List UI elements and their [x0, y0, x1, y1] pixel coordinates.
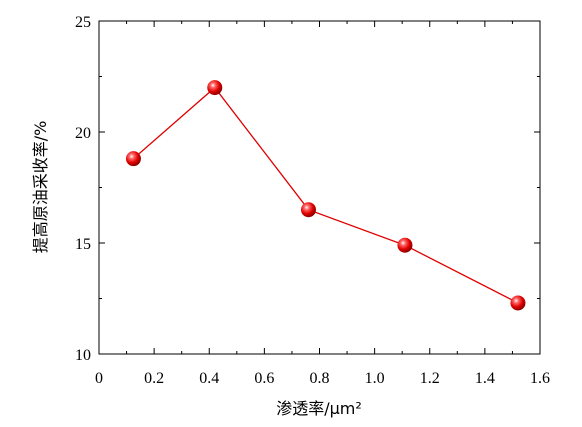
x-tick-label: 1.4 [475, 370, 495, 387]
x-tick-label: 1.6 [530, 370, 550, 387]
data-point [300, 202, 316, 218]
x-axis-ticks [98, 21, 541, 354]
y-tick-label: 20 [75, 125, 91, 142]
y-tick-label: 10 [75, 347, 91, 364]
y-tick-label: 25 [75, 14, 91, 31]
data-point [397, 237, 413, 253]
x-tick-label: 0.6 [254, 370, 274, 387]
y-axis-ticks [99, 20, 540, 355]
series-points [125, 80, 526, 311]
series-line [133, 86, 519, 304]
y-axis-tick-labels: 10 15 20 25 [75, 14, 91, 364]
x-tick-label: 0.2 [144, 370, 164, 387]
x-axis-tick-labels: 0 0.2 0.4 0.6 0.8 1.0 1.2 1.4 1.6 [95, 370, 550, 387]
series-polyline [133, 86, 519, 304]
x-tick-label: 1.0 [365, 370, 385, 387]
data-point [510, 295, 526, 311]
x-tick-label: 1.2 [420, 370, 440, 387]
x-tick-label: 0.4 [199, 370, 219, 387]
x-tick-label: 0 [95, 370, 103, 387]
data-point [207, 80, 223, 96]
x-tick-label: 0.8 [310, 370, 330, 387]
y-tick-label: 15 [75, 236, 91, 253]
data-point [125, 151, 141, 167]
y-axis-title: 提高原油采收率/% [31, 121, 50, 254]
plot-frame [98, 20, 541, 355]
x-axis-title: 渗透率/μm² [276, 399, 362, 418]
